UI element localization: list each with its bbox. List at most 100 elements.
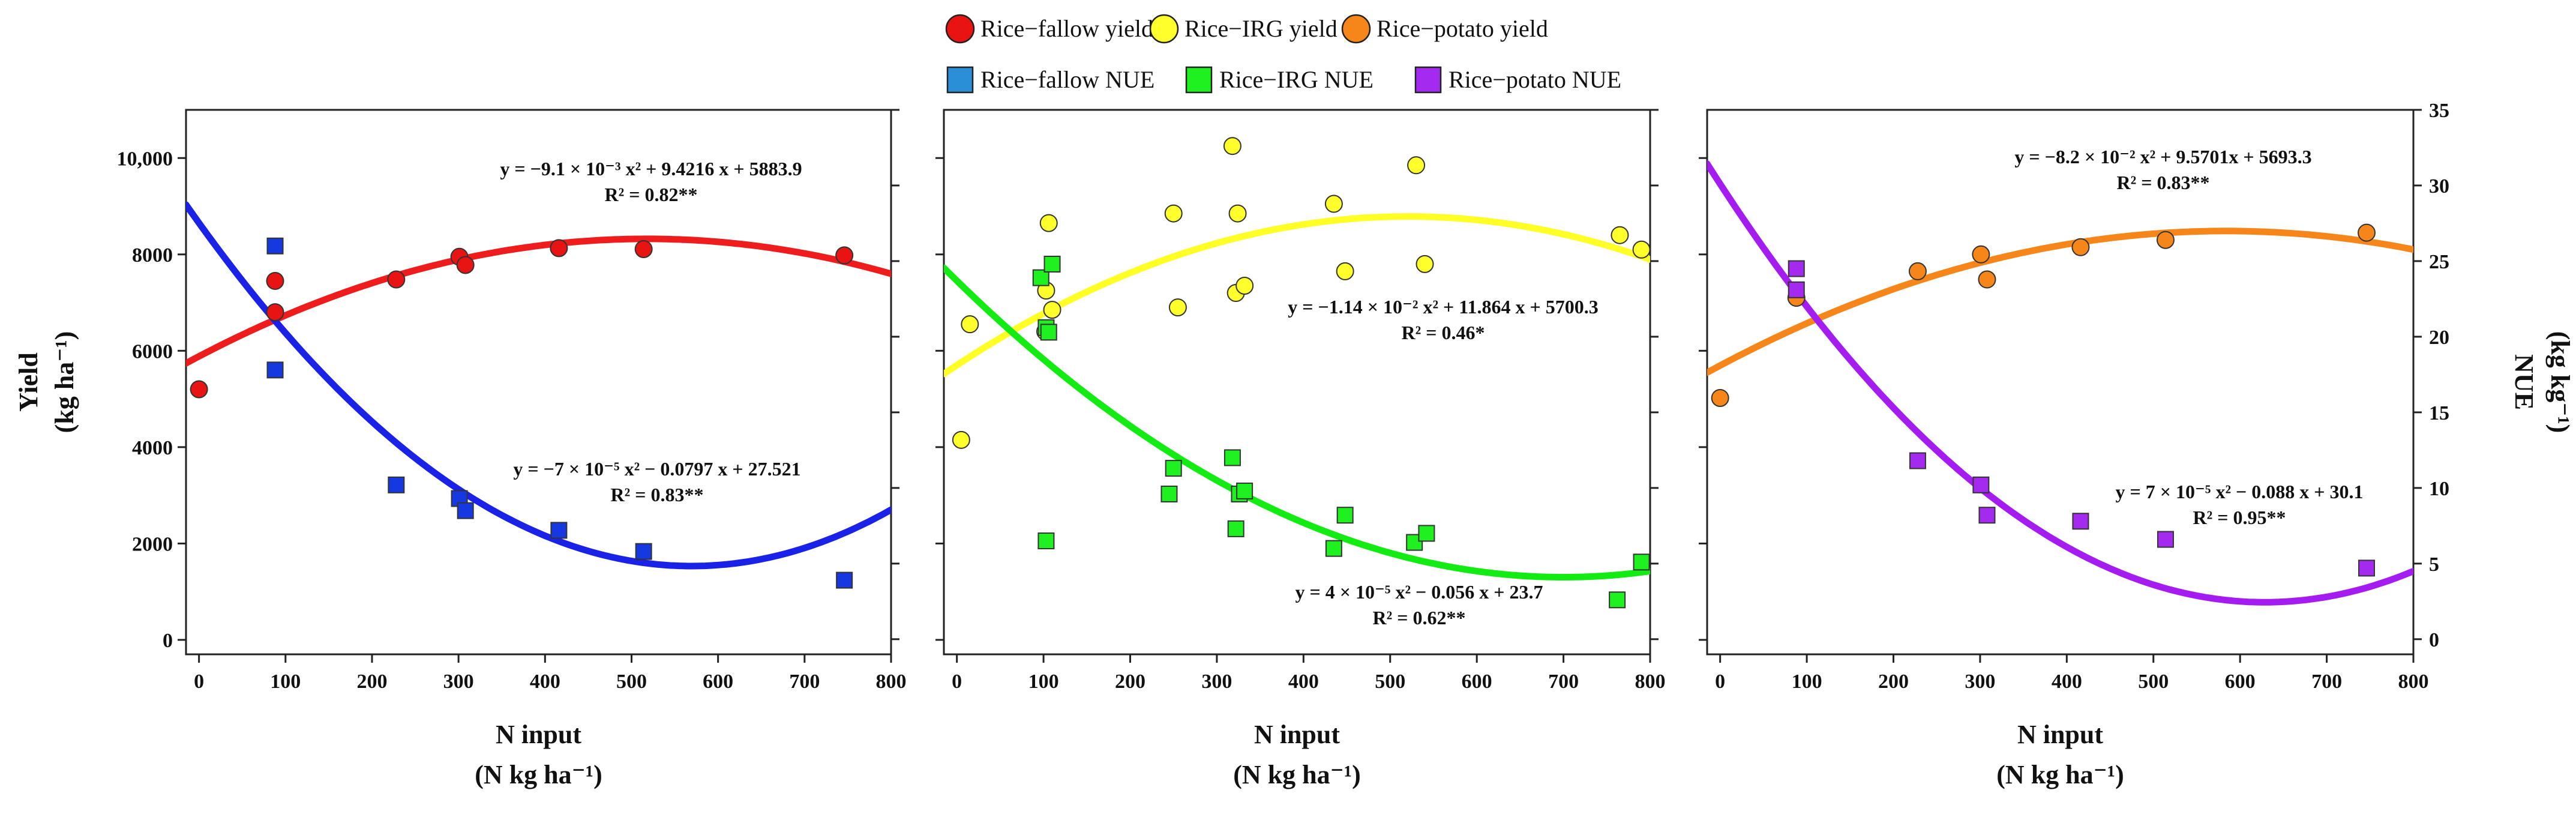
nue-fit-curve xyxy=(944,264,1650,580)
nue-point xyxy=(550,522,568,539)
fit-r-squared: R² = 0.46* xyxy=(1402,322,1485,343)
legend-label-rp_yield: Rice−potato yield xyxy=(1377,15,1548,42)
yield-point xyxy=(1168,298,1187,317)
x-tick-label: 0 xyxy=(952,671,962,693)
y-right-tick-label: 35 xyxy=(2429,100,2449,122)
x-tick-label: 700 xyxy=(789,671,820,693)
y-left-tick-label: 0 xyxy=(163,630,173,652)
legend-label-irg_nue: Rice−IRG NUE xyxy=(1219,66,1374,93)
nue-point xyxy=(1223,449,1241,466)
fit-equation: y = −8.2 × 10⁻² x² + 9.5701x + 5693.3 xyxy=(2014,146,2311,167)
legend-label-rf_yield: Rice−fallow yield xyxy=(980,15,1153,42)
x-tick-label: 0 xyxy=(194,671,204,693)
y-right-tick-label: 0 xyxy=(2429,629,2439,651)
x-axis-title: N input xyxy=(1254,720,1340,749)
plot-frame xyxy=(1706,109,2415,656)
fit-equation: y = −9.1 × 10⁻³ x² + 9.4216 x + 5883.9 xyxy=(500,158,802,179)
y-left-axis-title: Yield xyxy=(14,352,43,412)
plot-frame xyxy=(943,109,1651,656)
yield-point xyxy=(1228,204,1247,223)
yield-point xyxy=(550,239,568,258)
yield-point xyxy=(835,246,854,265)
fit-r-squared: R² = 0.83** xyxy=(611,484,704,505)
panel-2: 0 100 200 300 400 500 600 700 80005101520253035N… xyxy=(1699,100,2449,789)
x-tick-label: 600 xyxy=(703,671,733,693)
fit-r-squared: R² = 0.95** xyxy=(2193,507,2286,528)
yield-point xyxy=(1223,137,1241,155)
x-tick-label: 100 xyxy=(270,671,301,693)
legend-marker-rp_nue xyxy=(1414,66,1442,94)
nue-point xyxy=(266,361,284,379)
yield-point xyxy=(2071,238,2090,256)
nue-point xyxy=(1227,520,1244,537)
x-axis-unit: (N kg ha⁻¹) xyxy=(1996,760,2124,789)
x-tick-label: 300 xyxy=(443,671,474,693)
nue-point xyxy=(1418,525,1435,542)
x-tick-label: 200 xyxy=(356,671,387,693)
yield-point xyxy=(634,240,653,258)
fit-r-squared: R² = 0.83** xyxy=(2117,172,2210,193)
yield-point xyxy=(2358,223,2376,242)
nue-point xyxy=(1043,255,1061,273)
yield-point xyxy=(266,271,284,290)
nue-point xyxy=(2157,531,2174,548)
y-left-tick-label: 4000 xyxy=(132,437,173,459)
x-tick-label: 100 xyxy=(1792,671,1822,693)
nue-point xyxy=(1236,482,1253,499)
x-tick-label: 200 xyxy=(1115,671,1145,693)
yield-point xyxy=(1416,255,1434,273)
yield-point xyxy=(456,256,475,274)
x-tick-label: 500 xyxy=(2138,671,2169,693)
x-tick-label: 300 xyxy=(1201,671,1232,693)
x-tick-label: 800 xyxy=(876,671,907,693)
x-tick-label: 200 xyxy=(1878,671,1909,693)
yield-point xyxy=(1407,156,1426,175)
x-tick-label: 800 xyxy=(2398,671,2429,693)
legend-label-rf_nue: Rice−fallow NUE xyxy=(980,66,1154,93)
legend-marker-irg_yield xyxy=(1149,14,1179,44)
yield-point xyxy=(190,380,208,399)
y-left-tick-label: 8000 xyxy=(132,244,173,267)
fit-equation: y = 4 × 10⁻⁵ x² − 0.056 x + 23.7 xyxy=(1295,581,1543,603)
legend-marker-rp_yield xyxy=(1341,14,1371,44)
x-tick-label: 500 xyxy=(616,671,647,693)
y-right-tick-label: 10 xyxy=(2429,478,2449,500)
x-tick-label: 400 xyxy=(530,671,560,693)
fit-equation: y = −1.14 × 10⁻² x² + 11.864 x + 5700.3 xyxy=(1288,296,1598,318)
nue-point xyxy=(266,237,284,255)
plot-frame xyxy=(185,109,892,656)
nue-point xyxy=(457,502,474,519)
yield-point xyxy=(1039,214,1058,232)
fit-r-squared: R² = 0.82** xyxy=(605,184,698,205)
panel-1: 0 100 200 300 400 500 600 700 800 N input (N kg ha… xyxy=(935,109,1666,789)
yield-point xyxy=(961,315,979,334)
yield-point xyxy=(1336,262,1354,280)
nue-point xyxy=(1972,476,1990,493)
legend-marker-rf_nue xyxy=(946,66,974,94)
nue-point xyxy=(1978,507,1996,524)
fit-equation: y = −7 × 10⁻⁵ x² − 0.0797 x + 27.521 xyxy=(513,458,800,480)
nue-point xyxy=(2072,513,2089,530)
nue-point xyxy=(1633,553,1650,571)
nue-point xyxy=(1032,269,1049,286)
nue-fit-curve xyxy=(1707,160,2413,606)
nue-point xyxy=(1160,485,1178,502)
nue-point xyxy=(1788,260,1805,277)
x-tick-label: 500 xyxy=(1375,671,1405,693)
yield-point xyxy=(1043,301,1061,319)
nue-point xyxy=(2358,559,2376,577)
fit-equation: y = 7 × 10⁻⁵ x² − 0.088 x + 30.1 xyxy=(2115,481,2363,502)
x-axis-title: N input xyxy=(2017,720,2103,749)
y-left-tick-label: 2000 xyxy=(132,533,173,555)
nue-point xyxy=(1788,281,1805,298)
nue-fit-curve xyxy=(186,201,891,570)
y-left-tick-label: 10,000 xyxy=(117,148,173,170)
nue-point xyxy=(1325,540,1342,557)
x-tick-label: 700 xyxy=(1548,671,1579,693)
yield-point xyxy=(1324,194,1343,213)
nue-point xyxy=(1037,532,1055,550)
x-tick-label: 600 xyxy=(2225,671,2256,693)
legend-marker-irg_nue xyxy=(1185,66,1213,94)
yield-point xyxy=(387,270,406,289)
